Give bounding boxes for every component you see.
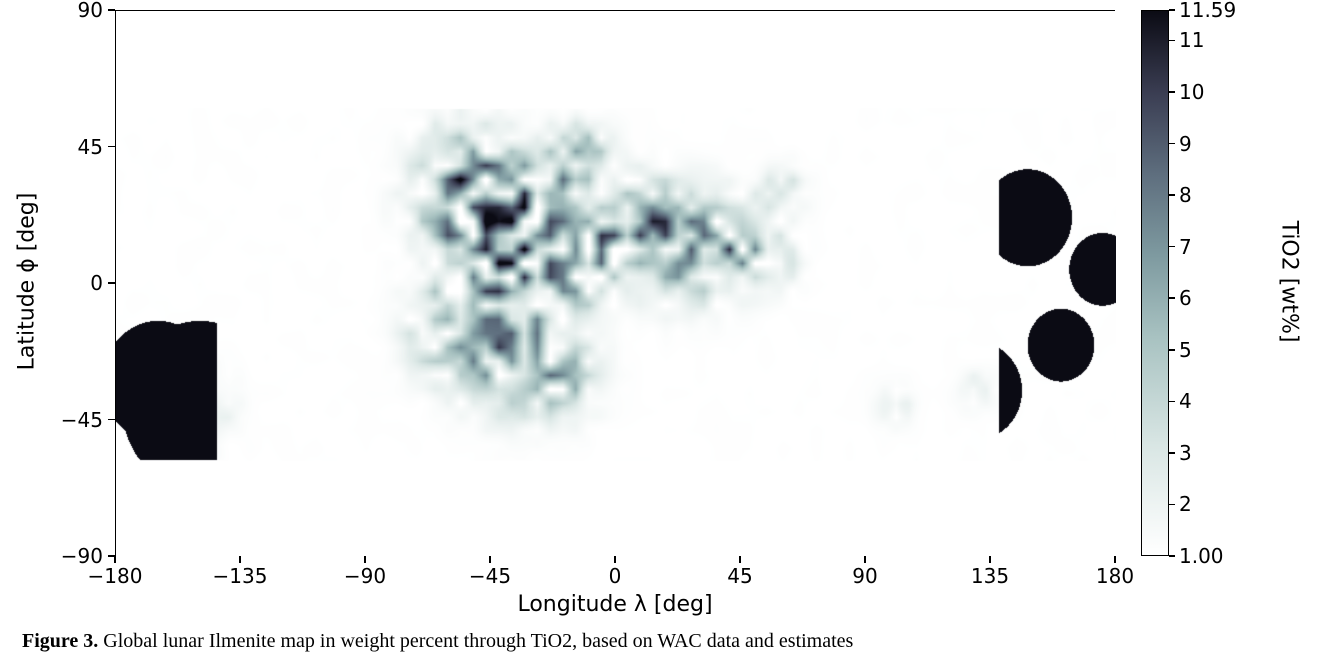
y-tick-label: 90 [78, 0, 103, 22]
colorbar-tick-label: 10 [1179, 80, 1204, 104]
colorbar-tick-label: 3 [1179, 441, 1192, 465]
colorbar-label: TiO2 [wt%] [1277, 9, 1302, 555]
colorbar-tick-label: 7 [1179, 235, 1192, 259]
caption-prefix: Figure 3. [22, 630, 98, 652]
figure-caption: Figure 3. Global lunar Ilmenite map in w… [22, 630, 853, 653]
colorbar-tick-mark [1169, 297, 1175, 299]
colorbar-tick-mark [1169, 555, 1175, 557]
x-axis-label: Longitude λ [deg] [115, 592, 1115, 617]
colorbar-tick-mark [1169, 246, 1175, 248]
x-tick-mark [1114, 556, 1116, 563]
y-tick-mark [108, 555, 115, 557]
colorbar-tick-label: 2 [1179, 492, 1192, 516]
colorbar [1141, 10, 1169, 556]
colorbar-tick-label: 9 [1179, 132, 1192, 156]
colorbar-tick-mark [1169, 143, 1175, 145]
colorbar-tick-mark [1169, 401, 1175, 403]
colorbar-tick-label: 5 [1179, 338, 1192, 362]
x-tick-mark [864, 556, 866, 563]
caption-text: Global lunar Ilmenite map in weight perc… [98, 630, 853, 652]
heatmap-canvas [116, 11, 1116, 557]
colorbar-tick-label: 11.59 [1179, 0, 1236, 22]
x-tick-mark [114, 556, 116, 563]
x-tick-mark [489, 556, 491, 563]
colorbar-tick-label: 11 [1179, 28, 1204, 52]
x-tick-mark [614, 556, 616, 563]
y-tick-mark [108, 9, 115, 11]
y-tick-mark [108, 282, 115, 284]
figure-container: Latitude ϕ [deg] Longitude λ [deg] TiO2 … [0, 0, 1322, 663]
x-tick-mark [989, 556, 991, 563]
colorbar-tick-label: 4 [1179, 389, 1192, 413]
colorbar-tick-mark [1169, 9, 1175, 11]
x-tick-mark [364, 556, 366, 563]
colorbar-tick-label: 6 [1179, 286, 1192, 310]
x-tick-label: 180 [1096, 564, 1134, 588]
colorbar-tick-mark [1169, 194, 1175, 196]
x-tick-mark [739, 556, 741, 563]
x-tick-mark [239, 556, 241, 563]
x-tick-label: −90 [344, 564, 386, 588]
colorbar-tick-mark [1169, 452, 1175, 454]
y-tick-label: 0 [90, 271, 103, 295]
x-tick-label: −135 [213, 564, 268, 588]
colorbar-tick-label: 8 [1179, 183, 1192, 207]
x-tick-label: −45 [469, 564, 511, 588]
colorbar-tick-mark [1169, 40, 1175, 42]
y-tick-label: 45 [78, 135, 103, 159]
y-tick-label: −90 [61, 544, 103, 568]
plot-area [115, 10, 1115, 556]
colorbar-tick-mark [1169, 504, 1175, 506]
x-tick-label: 135 [971, 564, 1009, 588]
y-axis-label: Latitude ϕ [deg] [15, 9, 40, 555]
y-tick-mark [108, 419, 115, 421]
x-tick-label: 90 [852, 564, 877, 588]
y-tick-mark [108, 146, 115, 148]
colorbar-tick-mark [1169, 349, 1175, 351]
colorbar-tick-label: 1.00 [1179, 544, 1224, 568]
x-tick-label: 0 [609, 564, 622, 588]
y-tick-label: −45 [61, 408, 103, 432]
x-tick-label: 45 [727, 564, 752, 588]
colorbar-tick-mark [1169, 91, 1175, 93]
